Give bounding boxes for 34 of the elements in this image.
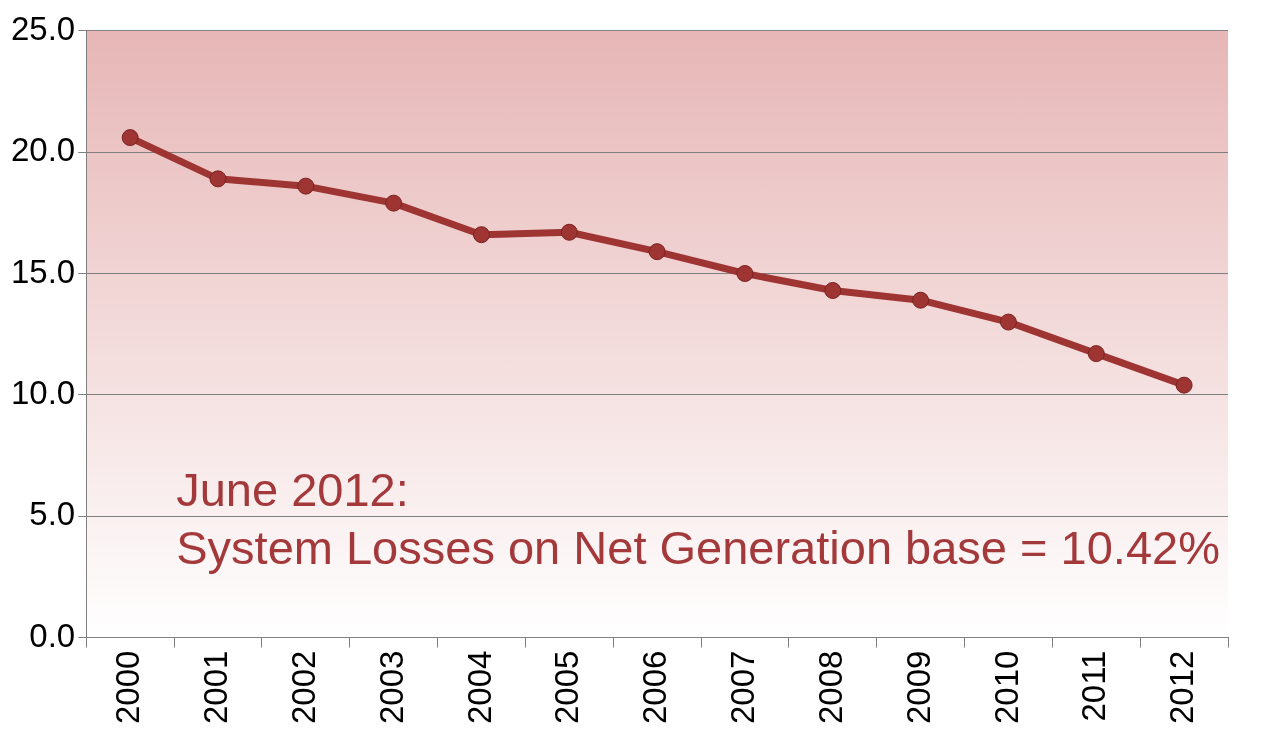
point — [736, 265, 754, 283]
x-tick-label: 2005 — [548, 650, 586, 725]
point — [1087, 345, 1105, 363]
point — [560, 223, 578, 241]
point — [1175, 376, 1193, 394]
point — [648, 243, 666, 261]
x-tick-label: 2006 — [636, 650, 674, 725]
x-tick-label: 2011 — [1075, 650, 1113, 722]
x-tick-label: 2000 — [109, 650, 147, 725]
x-tick-label: 2012 — [1163, 650, 1201, 725]
point — [824, 282, 842, 300]
x-tick-label: 2003 — [372, 650, 410, 725]
annotation: June 2012: — [176, 462, 409, 516]
x-tick-label: 2001 — [197, 650, 235, 725]
point — [912, 291, 930, 309]
point — [209, 170, 227, 188]
y-tick-label: 10.0 — [10, 373, 76, 411]
point — [385, 194, 403, 212]
point — [121, 129, 139, 147]
point — [297, 177, 315, 195]
x-tick-label: 2008 — [811, 650, 849, 725]
x-tick-label: 2009 — [899, 650, 937, 725]
y-tick-label: 5.0 — [29, 495, 76, 533]
y-tick-label: 20.0 — [10, 131, 76, 169]
point — [999, 313, 1017, 331]
x-tick-label: 2007 — [724, 650, 762, 725]
x-tick-label: 2010 — [987, 650, 1025, 725]
y-tick-label: 25.0 — [10, 9, 76, 47]
y-tick-label: 15.0 — [10, 252, 76, 290]
x-tick-label: 2004 — [460, 650, 498, 725]
annotation: System Losses on Net Generation base = 10.42% — [176, 520, 1220, 574]
x-tick-label: 2002 — [284, 650, 322, 725]
point — [472, 226, 490, 244]
y-tick-label: 0.0 — [29, 616, 76, 654]
